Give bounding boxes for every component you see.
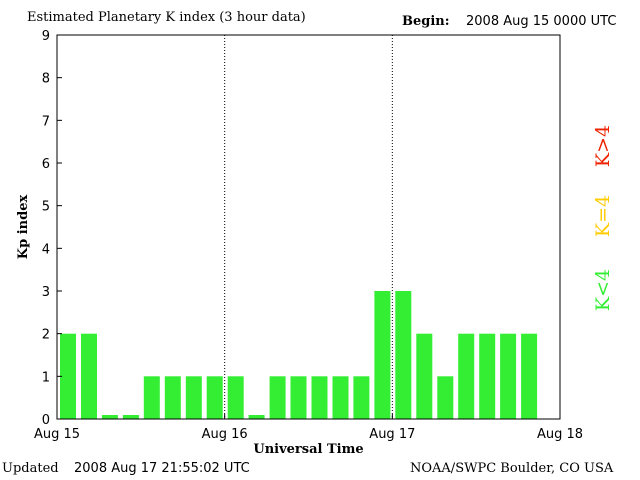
updated-value: 2008 Aug 17 21:55:02 UTC: [74, 461, 250, 476]
y-tick-label: 8: [42, 72, 50, 87]
x-tick-label: Aug 16: [202, 427, 248, 442]
bar: [332, 376, 349, 419]
y-tick-label: 1: [42, 370, 50, 385]
x-tick-label: Aug 15: [34, 427, 80, 442]
bar: [500, 333, 517, 419]
legend-item: K>4: [592, 125, 614, 167]
bar: [101, 415, 118, 419]
bar: [269, 376, 286, 419]
y-tick-label: 3: [42, 285, 50, 300]
bar: [395, 291, 412, 419]
bar: [437, 376, 454, 419]
bar: [416, 333, 433, 419]
bar: [81, 333, 97, 419]
updated-label: Updated: [2, 461, 59, 476]
bar: [353, 376, 370, 419]
y-tick-label: 6: [42, 157, 50, 172]
bar: [290, 376, 307, 419]
bar: [143, 376, 160, 419]
x-tick-label: Aug 17: [369, 427, 415, 442]
bar: [458, 333, 475, 419]
y-tick-label: 2: [42, 328, 50, 343]
plot-frame: [56, 34, 561, 420]
bar: [122, 415, 139, 419]
y-tick-label: 5: [42, 200, 50, 215]
bar: [248, 415, 265, 419]
y-tick-label: 4: [42, 242, 50, 257]
bar: [185, 376, 202, 419]
begin-label: Begin:: [402, 14, 450, 29]
chart-title: Estimated Planetary K index (3 hour data…: [27, 10, 306, 25]
bar: [311, 376, 328, 419]
source-credit: NOAA/SWPC Boulder, CO USA: [410, 461, 614, 476]
bar: [479, 333, 496, 419]
legend-item: K<4: [592, 269, 614, 311]
bar: [206, 376, 223, 419]
x-tick-label: Aug 18: [537, 427, 583, 442]
bar: [60, 333, 76, 419]
y-axis-label: Kp index: [16, 195, 31, 260]
legend-item: K=4: [592, 195, 614, 237]
x-axis-label: Universal Time: [253, 442, 363, 457]
y-tick-label: 7: [42, 114, 50, 129]
y-tick-label: 0: [42, 413, 50, 428]
bar: [521, 333, 538, 419]
begin-value: 2008 Aug 15 0000 UTC: [466, 14, 617, 29]
bar: [164, 376, 181, 419]
bar: [227, 376, 244, 419]
bar: [374, 291, 391, 419]
y-tick-label: 9: [42, 29, 50, 44]
